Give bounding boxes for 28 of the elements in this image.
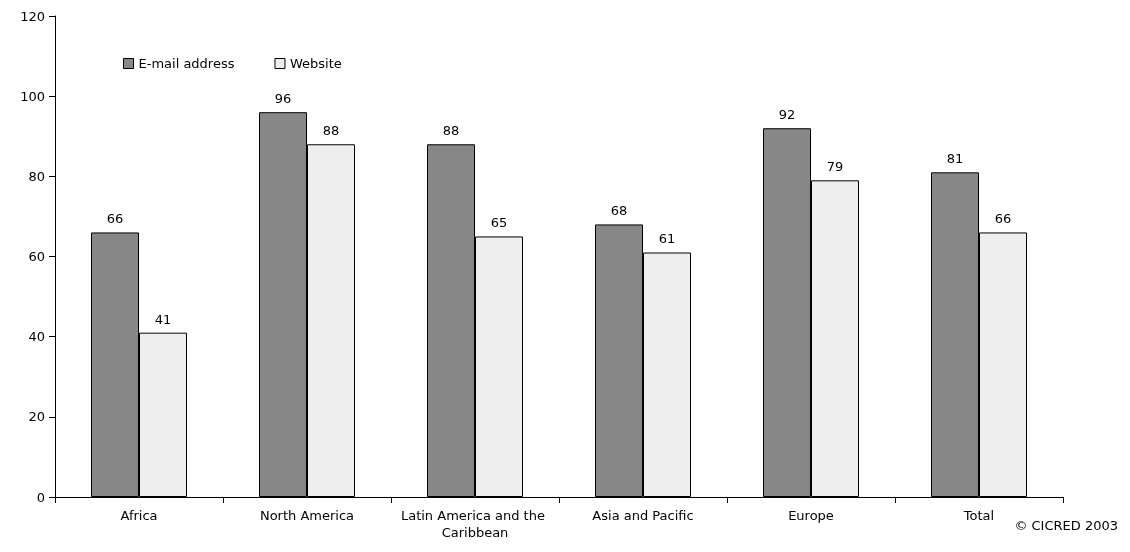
y-tick-label: 20 <box>28 409 45 425</box>
y-tick-label: 100 <box>20 88 45 104</box>
data-label: 79 <box>826 159 844 175</box>
data-label: 61 <box>658 231 676 247</box>
legend-label: E-mail address <box>138 56 235 71</box>
x-tick-label: North America <box>259 508 355 523</box>
y-tick-label: 0 <box>36 489 45 505</box>
data-label: 41 <box>154 311 172 327</box>
data-label: 88 <box>322 123 340 139</box>
legend-label: Website <box>289 56 342 71</box>
data-label: 88 <box>442 123 460 139</box>
data-label: 68 <box>610 203 628 219</box>
data-label: 66 <box>994 211 1012 227</box>
data-label: 92 <box>778 107 796 123</box>
data-label: 65 <box>490 215 508 231</box>
y-tick-label: 60 <box>28 249 45 264</box>
x-tick-label: Latin America and the Caribbean <box>400 508 550 540</box>
y-tick-label: 120 <box>20 8 45 24</box>
y-tick-label: 40 <box>28 329 45 345</box>
x-tick-label: Africa <box>120 508 158 523</box>
x-tick-label: Total <box>962 508 995 523</box>
x-tick-label: Asia and Pacific <box>592 508 694 523</box>
text: © CICRED 2003 <box>1014 518 1118 533</box>
y-tick-label: 80 <box>28 168 45 184</box>
data-label: 66 <box>106 211 124 227</box>
data-label: 81 <box>946 151 964 167</box>
x-tick-label: Europe <box>788 508 834 523</box>
data-label: 96 <box>274 91 292 107</box>
